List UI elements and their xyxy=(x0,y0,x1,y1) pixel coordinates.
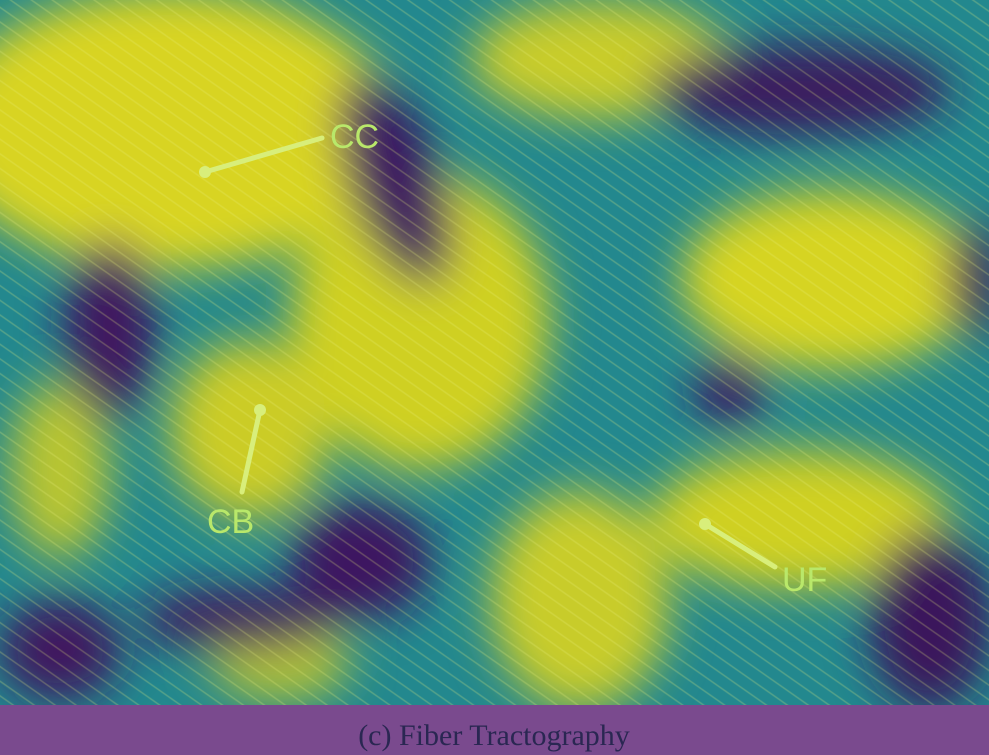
annotations xyxy=(199,135,778,570)
caption-bar xyxy=(0,705,989,755)
label: UF xyxy=(782,561,827,599)
tractography-image xyxy=(0,0,989,705)
pointer-line xyxy=(702,521,778,570)
pointer-line xyxy=(202,135,325,175)
fiber-texture xyxy=(0,0,989,705)
pointer-line xyxy=(239,407,263,495)
pointer-dot xyxy=(199,166,211,178)
label: CB xyxy=(207,503,254,541)
pointer-dot xyxy=(699,518,711,530)
pointer-dot xyxy=(254,404,266,416)
label: CC xyxy=(330,118,379,156)
caption: (c) Fiber Tractography xyxy=(358,719,630,752)
